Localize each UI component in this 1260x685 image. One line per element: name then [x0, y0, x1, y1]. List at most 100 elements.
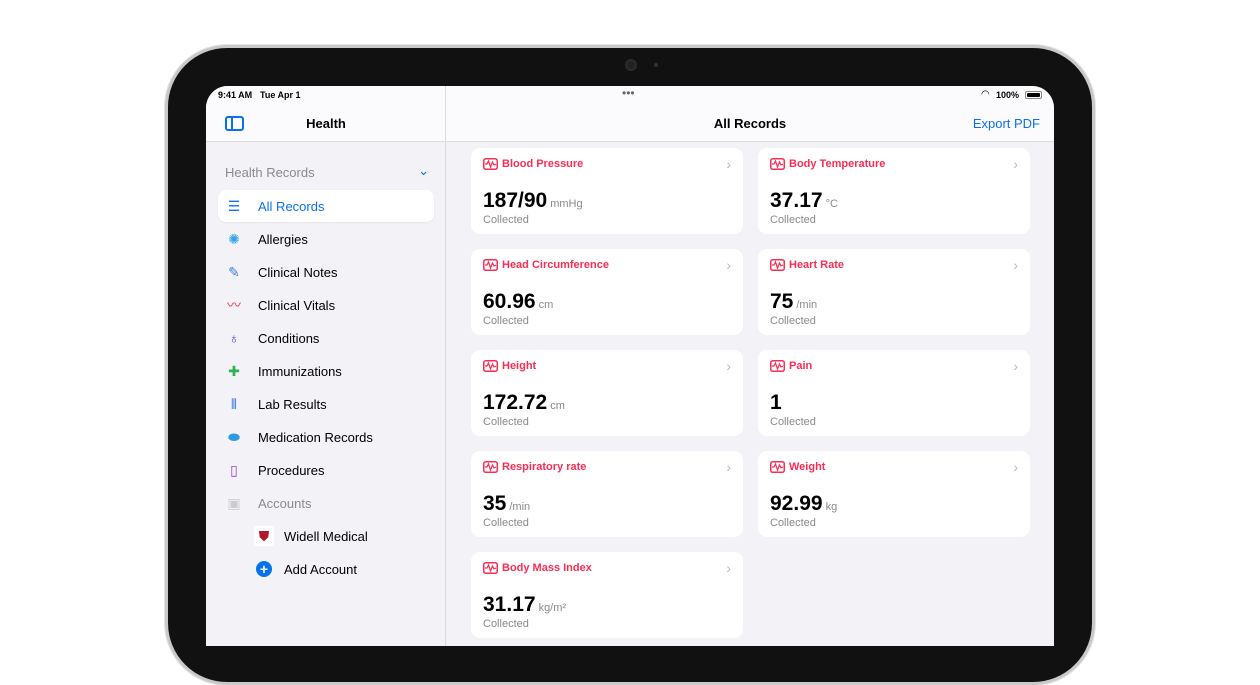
card-title: Respiratory rate [502, 461, 587, 473]
status-date: Tue Apr 1 [260, 90, 301, 100]
account-label: Widell Medical [284, 528, 368, 544]
card-status: Collected [770, 214, 816, 226]
chevron-right-icon: › [726, 358, 731, 374]
card-title: Height [502, 360, 537, 372]
accounts-label: Accounts [258, 495, 312, 511]
chevron-right-icon: › [726, 156, 731, 172]
sidebar-item-label: Immunizations [258, 363, 342, 379]
card-status: Collected [483, 315, 529, 327]
card-value: 35 [483, 492, 507, 515]
record-card-respiratory-rate[interactable]: Respiratory rate › 35/min Collected [471, 451, 743, 537]
sidebar-item-label: Lab Results [258, 396, 327, 412]
procedure-icon: ▯ [230, 461, 238, 478]
sidebar-title: Health [306, 116, 346, 131]
vitals-icon [483, 461, 498, 473]
card-status: Collected [483, 214, 529, 226]
allergies-icon: ✺ [228, 230, 240, 247]
plus-circle-icon: + [254, 559, 274, 579]
main-header: ••• ◠ 100% All Records Export PDF [446, 86, 1054, 142]
sidebar-item-label: Medication Records [258, 429, 373, 445]
vitals-icon [770, 259, 785, 271]
card-status: Collected [770, 315, 816, 327]
vitals-icon [483, 259, 498, 271]
pill-icon: ⬬ [228, 428, 240, 445]
card-value: 37.17 [770, 189, 823, 212]
card-unit: cm [550, 400, 565, 412]
chevron-right-icon: › [1013, 257, 1018, 273]
card-title: Head Circumference [502, 259, 609, 271]
multitask-dots[interactable]: ••• [622, 86, 635, 100]
status-time: 9:41 AM [218, 90, 253, 100]
record-card-body-mass-index[interactable]: Body Mass Index › 31.17 kg/m² Collected [471, 552, 743, 638]
camera [625, 59, 637, 71]
card-status: Collected [770, 416, 816, 428]
section-health-records[interactable]: Health Records ⌄ [225, 163, 429, 180]
sidebar-item-clinical-notes[interactable]: ✎ Clinical Notes [218, 256, 434, 288]
stethoscope-icon: ♁ [228, 330, 240, 346]
card-unit: /min [509, 501, 531, 513]
add-account-button[interactable]: + Add Account [248, 553, 464, 585]
chevron-right-icon: › [1013, 156, 1018, 172]
record-card-pain[interactable]: Pain › 1 Collected [758, 350, 1030, 436]
sensor [654, 63, 658, 67]
wifi-icon: ◠ [981, 89, 990, 100]
record-card-heart-rate[interactable]: Heart Rate › 75/min Collected [758, 249, 1030, 335]
main-content: ••• ◠ 100% All Records Export PDF Blood … [446, 86, 1054, 646]
card-unit: kg [825, 501, 838, 513]
sidebar-toggle-icon[interactable] [225, 116, 244, 131]
vitals-icon [770, 158, 785, 170]
account-widell-medical[interactable]: ⛊ Widell Medical [248, 520, 464, 552]
sidebar-item-clinical-vitals[interactable]: 〰 Clinical Vitals [218, 289, 434, 321]
records-icon: ☰ [227, 197, 241, 214]
sidebar-item-medication-records[interactable]: ⬬ Medication Records [218, 421, 434, 453]
chevron-right-icon: › [1013, 358, 1018, 374]
sidebar: 9:41 AM Tue Apr 1 Health Health Records … [206, 86, 446, 646]
vitals-icon [770, 461, 785, 473]
card-value: 172.72 [483, 391, 548, 414]
record-card-height[interactable]: Height › 172.72 cm Collected [471, 350, 743, 436]
card-unit: cm [538, 299, 554, 311]
sidebar-item-all-records[interactable]: ☰ All Records [218, 190, 434, 222]
sidebar-item-label: All Records [258, 198, 325, 214]
vitals-icon [483, 562, 498, 574]
add-account-label: Add Account [284, 561, 357, 577]
chevron-right-icon: › [726, 459, 731, 475]
sidebar-item-label: Clinical Vitals [258, 297, 336, 313]
vitals-icon: 〰 [227, 297, 241, 313]
sidebar-item-lab-results[interactable]: ⫴ Lab Results [218, 388, 434, 420]
record-card-head-circumference[interactable]: Head Circumference › 60.96 cm Collected [471, 249, 743, 335]
card-status: Collected [770, 517, 816, 529]
card-value: 31.17 [483, 593, 536, 616]
record-card-weight[interactable]: Weight › 92.99 kg Collected [758, 451, 1030, 537]
card-status: Collected [483, 517, 529, 529]
sidebar-item-immunizations[interactable]: ✚ Immunizations [218, 355, 434, 387]
card-value: 1 [770, 391, 782, 414]
card-title: Blood Pressure [502, 158, 584, 170]
card-unit: mmHg [550, 198, 583, 210]
card-status: Collected [483, 416, 529, 428]
sidebar-item-label: Procedures [258, 462, 325, 478]
sidebar-item-label: Conditions [258, 330, 320, 346]
card-unit: /min [796, 299, 818, 311]
widell-logo-icon: ⛊ [254, 526, 274, 546]
card-value: 60.96 [483, 290, 536, 313]
sidebar-item-label: Allergies [258, 231, 308, 247]
notes-icon: ✎ [228, 263, 240, 280]
accounts-header: ▣ Accounts [218, 487, 434, 519]
export-pdf-button[interactable]: Export PDF [972, 116, 1040, 131]
sidebar-item-procedures[interactable]: ▯ Procedures [218, 454, 434, 486]
record-card-body-temperature[interactable]: Body Temperature › 37.17 °C Collected [758, 148, 1030, 234]
page-title: All Records [713, 116, 787, 131]
card-title: Heart Rate [789, 259, 845, 271]
sidebar-item-conditions[interactable]: ♁ Conditions [218, 322, 434, 354]
sidebar-header: 9:41 AM Tue Apr 1 Health [206, 86, 445, 142]
record-card-blood-pressure[interactable]: Blood Pressure › 187/90 mmHg Collected [471, 148, 743, 234]
vitals-icon [770, 360, 785, 372]
vitals-icon [483, 360, 498, 372]
sidebar-item-allergies[interactable]: ✺ Allergies [218, 223, 434, 255]
card-title: Weight [789, 461, 826, 473]
card-title: Body Mass Index [502, 562, 592, 574]
card-value: 92.99 [770, 492, 823, 515]
chevron-right-icon: › [726, 257, 731, 273]
card-title: Pain [789, 360, 813, 372]
